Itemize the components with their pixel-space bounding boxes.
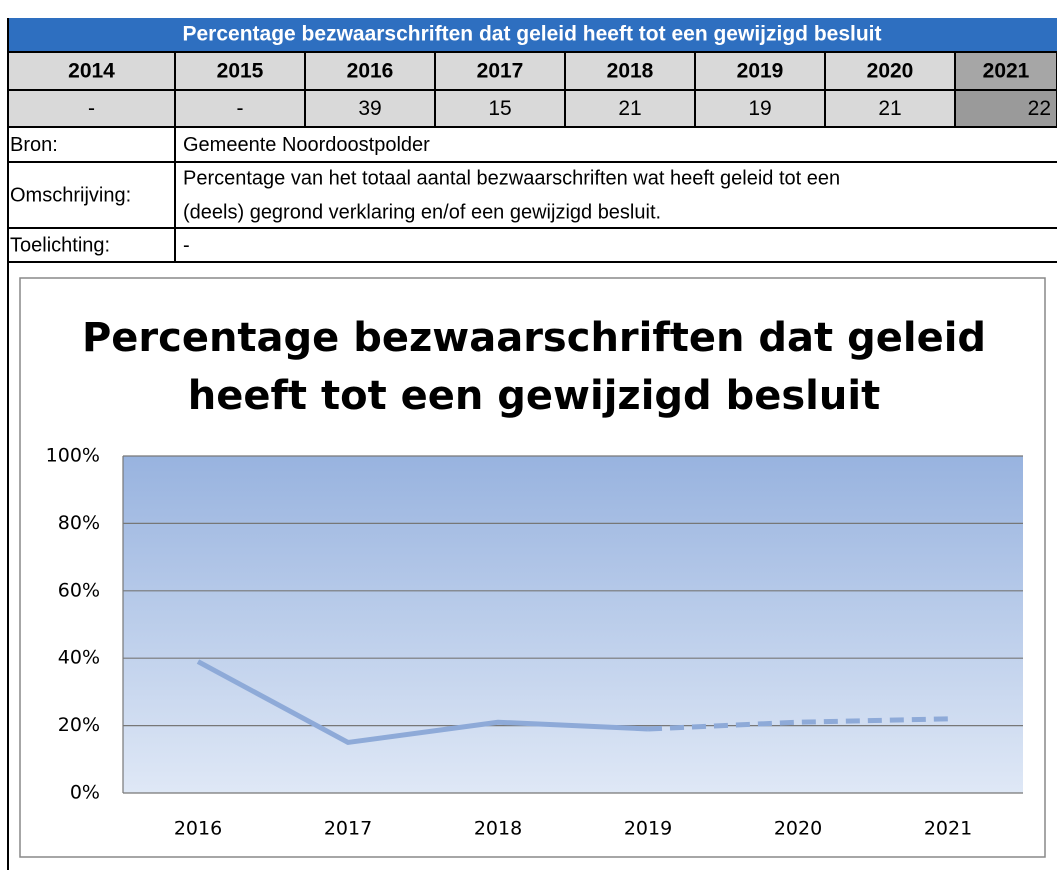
title-bar xyxy=(8,18,1057,52)
x-tick-label: 2020 xyxy=(774,818,822,840)
year-value: 39 xyxy=(358,97,381,120)
year-value: 19 xyxy=(748,97,771,120)
year-value: 22 xyxy=(1028,97,1051,120)
year-value: 21 xyxy=(618,97,641,120)
cell xyxy=(434,89,566,128)
year-value: - xyxy=(237,97,244,120)
y-tick-label: 40% xyxy=(58,647,100,669)
row-text: - xyxy=(183,234,190,256)
row-text: Percentage van het totaal aantal bezwaar… xyxy=(183,167,840,189)
series-line xyxy=(647,716,949,732)
y-tick-label: 0% xyxy=(70,782,100,804)
table-title: Percentage bezwaarschriften dat geleid h… xyxy=(183,23,882,46)
year-header: 2021 xyxy=(983,60,1030,83)
cell xyxy=(954,51,1057,91)
x-tick-label: 2018 xyxy=(474,818,522,840)
year-header: 2020 xyxy=(867,60,914,83)
cell xyxy=(7,89,176,128)
y-tick-label: 20% xyxy=(58,714,100,736)
year-header: 2019 xyxy=(737,60,784,83)
row-label: Omschrijving: xyxy=(10,184,131,206)
year-header: 2015 xyxy=(217,60,264,83)
year-header: 2016 xyxy=(347,60,394,83)
y-tick-label: 100% xyxy=(46,445,100,467)
year-value: - xyxy=(88,97,95,120)
chart-title: Percentage bezwaarschriften dat geleid xyxy=(82,315,986,361)
row-label: Toelichting: xyxy=(10,234,110,256)
cell xyxy=(174,51,306,91)
cell xyxy=(694,89,826,128)
chart-title: heeft tot een gewijzigd besluit xyxy=(188,373,880,419)
year-header: 2018 xyxy=(607,60,654,83)
row-text: Gemeente Noordoostpolder xyxy=(183,134,430,156)
row-label: Bron: xyxy=(10,134,58,156)
cell xyxy=(564,51,696,91)
x-tick-label: 2017 xyxy=(324,818,372,840)
year-value: 21 xyxy=(878,97,901,120)
cell xyxy=(824,89,956,128)
year-header: 2017 xyxy=(477,60,524,83)
x-tick-label: 2021 xyxy=(924,818,972,840)
cell xyxy=(954,89,1057,128)
cell xyxy=(304,89,436,128)
plot-area xyxy=(123,456,1023,793)
row-text: (deels) gegrond verklaring en/of een gew… xyxy=(183,201,661,223)
cell xyxy=(564,89,696,128)
y-tick-label: 60% xyxy=(58,579,100,601)
x-tick-label: 2016 xyxy=(174,818,222,840)
y-tick-label: 80% xyxy=(58,512,100,534)
series-line xyxy=(196,659,649,745)
x-tick-label: 2019 xyxy=(624,818,672,840)
year-header: 2014 xyxy=(68,60,115,83)
year-value: 15 xyxy=(488,97,511,120)
